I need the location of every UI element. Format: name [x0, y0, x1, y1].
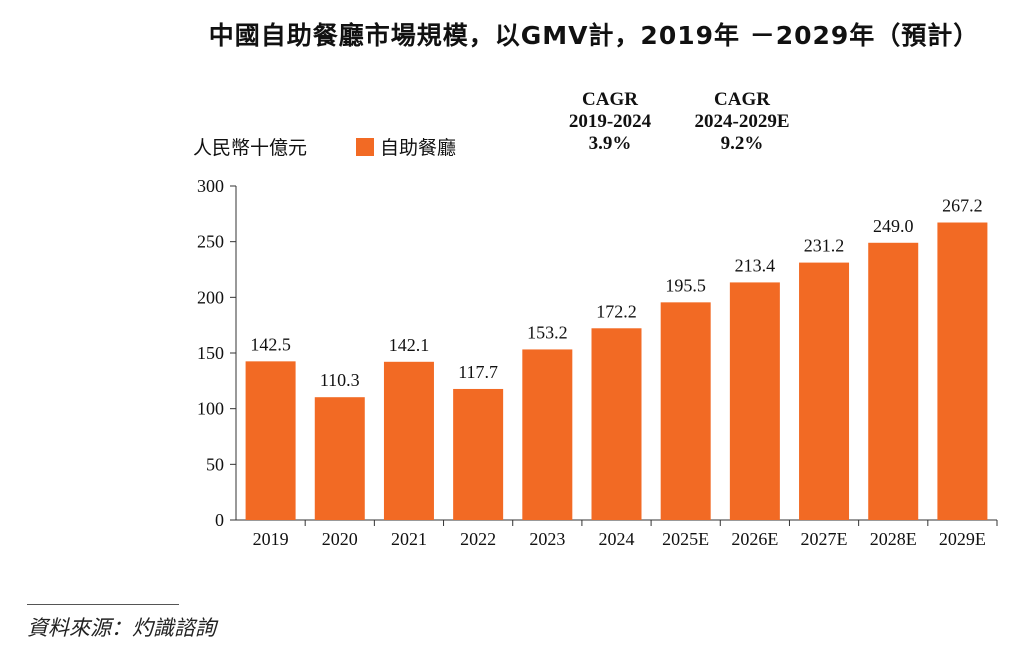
data-label: 267.2 — [942, 196, 983, 216]
x-tick-label: 2028E — [870, 529, 917, 549]
cagr-annotation-1: CAGR 2019-2024 3.9% — [560, 89, 660, 155]
data-label: 142.5 — [250, 334, 291, 354]
bar-2026E — [729, 282, 780, 520]
x-tick-label: 2025E — [662, 529, 709, 549]
cagr-label: CAGR — [714, 89, 770, 110]
source-note: 資料來源：灼識諮詢 — [27, 616, 216, 640]
bar-2019 — [245, 361, 296, 520]
y-tick-label: 200 — [197, 287, 224, 307]
x-tick-label: 2026E — [731, 529, 778, 549]
x-tick-label: 2020 — [322, 529, 358, 549]
data-label: 195.5 — [665, 275, 706, 295]
bar-2024 — [591, 328, 642, 520]
chart-title: 中國自助餐廳市場規模，以GMV計，2019年 －2029年（預計） — [208, 21, 980, 50]
y-tick-label: 100 — [197, 399, 224, 419]
data-label: 153.2 — [527, 322, 568, 342]
bar-2022 — [453, 388, 504, 520]
cagr-value: 9.2% — [720, 133, 764, 154]
legend-label: 自助餐廳 — [380, 138, 457, 159]
data-label: 117.7 — [458, 362, 498, 382]
data-label: 213.4 — [735, 255, 776, 275]
data-label: 142.1 — [389, 335, 430, 355]
legend-swatch — [356, 137, 374, 156]
x-tick-label: 2029E — [939, 529, 986, 549]
data-label: 231.2 — [804, 236, 845, 256]
data-label: 172.2 — [596, 301, 637, 321]
cagr-period: 2019-2024 — [568, 111, 652, 132]
bar-2027E — [799, 262, 850, 520]
data-label: 110.3 — [320, 370, 360, 390]
bar-2029E — [937, 222, 988, 520]
cagr-period: 2024-2029E — [694, 111, 790, 132]
cagr-value: 3.9% — [588, 133, 632, 154]
y-tick-label: 0 — [215, 510, 224, 530]
y-tick-label: 50 — [206, 454, 224, 474]
y-axis-unit-label: 人民幣十億元 — [193, 138, 308, 159]
data-label: 249.0 — [873, 216, 914, 236]
y-tick-label: 300 — [197, 176, 224, 196]
bar-2021 — [383, 361, 434, 520]
bar-2025E — [660, 302, 711, 520]
x-tick-label: 2027E — [801, 529, 848, 549]
bar-2028E — [868, 242, 919, 520]
x-tick-label: 2019 — [253, 529, 289, 549]
y-tick-label: 150 — [197, 343, 224, 363]
bar-2020 — [314, 397, 365, 520]
cagr-annotation-2: CAGR 2024-2029E 9.2% — [682, 89, 802, 155]
cagr-label: CAGR — [582, 89, 638, 110]
bar-2023 — [522, 349, 573, 520]
x-tick-label: 2021 — [391, 529, 427, 549]
x-tick-label: 2023 — [529, 529, 565, 549]
y-tick-label: 250 — [197, 232, 224, 252]
legend: 自助餐廳 — [356, 133, 456, 160]
bar-chart: 0 50 100 150 200 250 300 142.5 2019 110.3 2020 142.… — [197, 176, 998, 549]
x-tick-label: 2022 — [460, 529, 496, 549]
x-tick-label: 2024 — [599, 529, 635, 549]
source-divider — [27, 604, 179, 605]
